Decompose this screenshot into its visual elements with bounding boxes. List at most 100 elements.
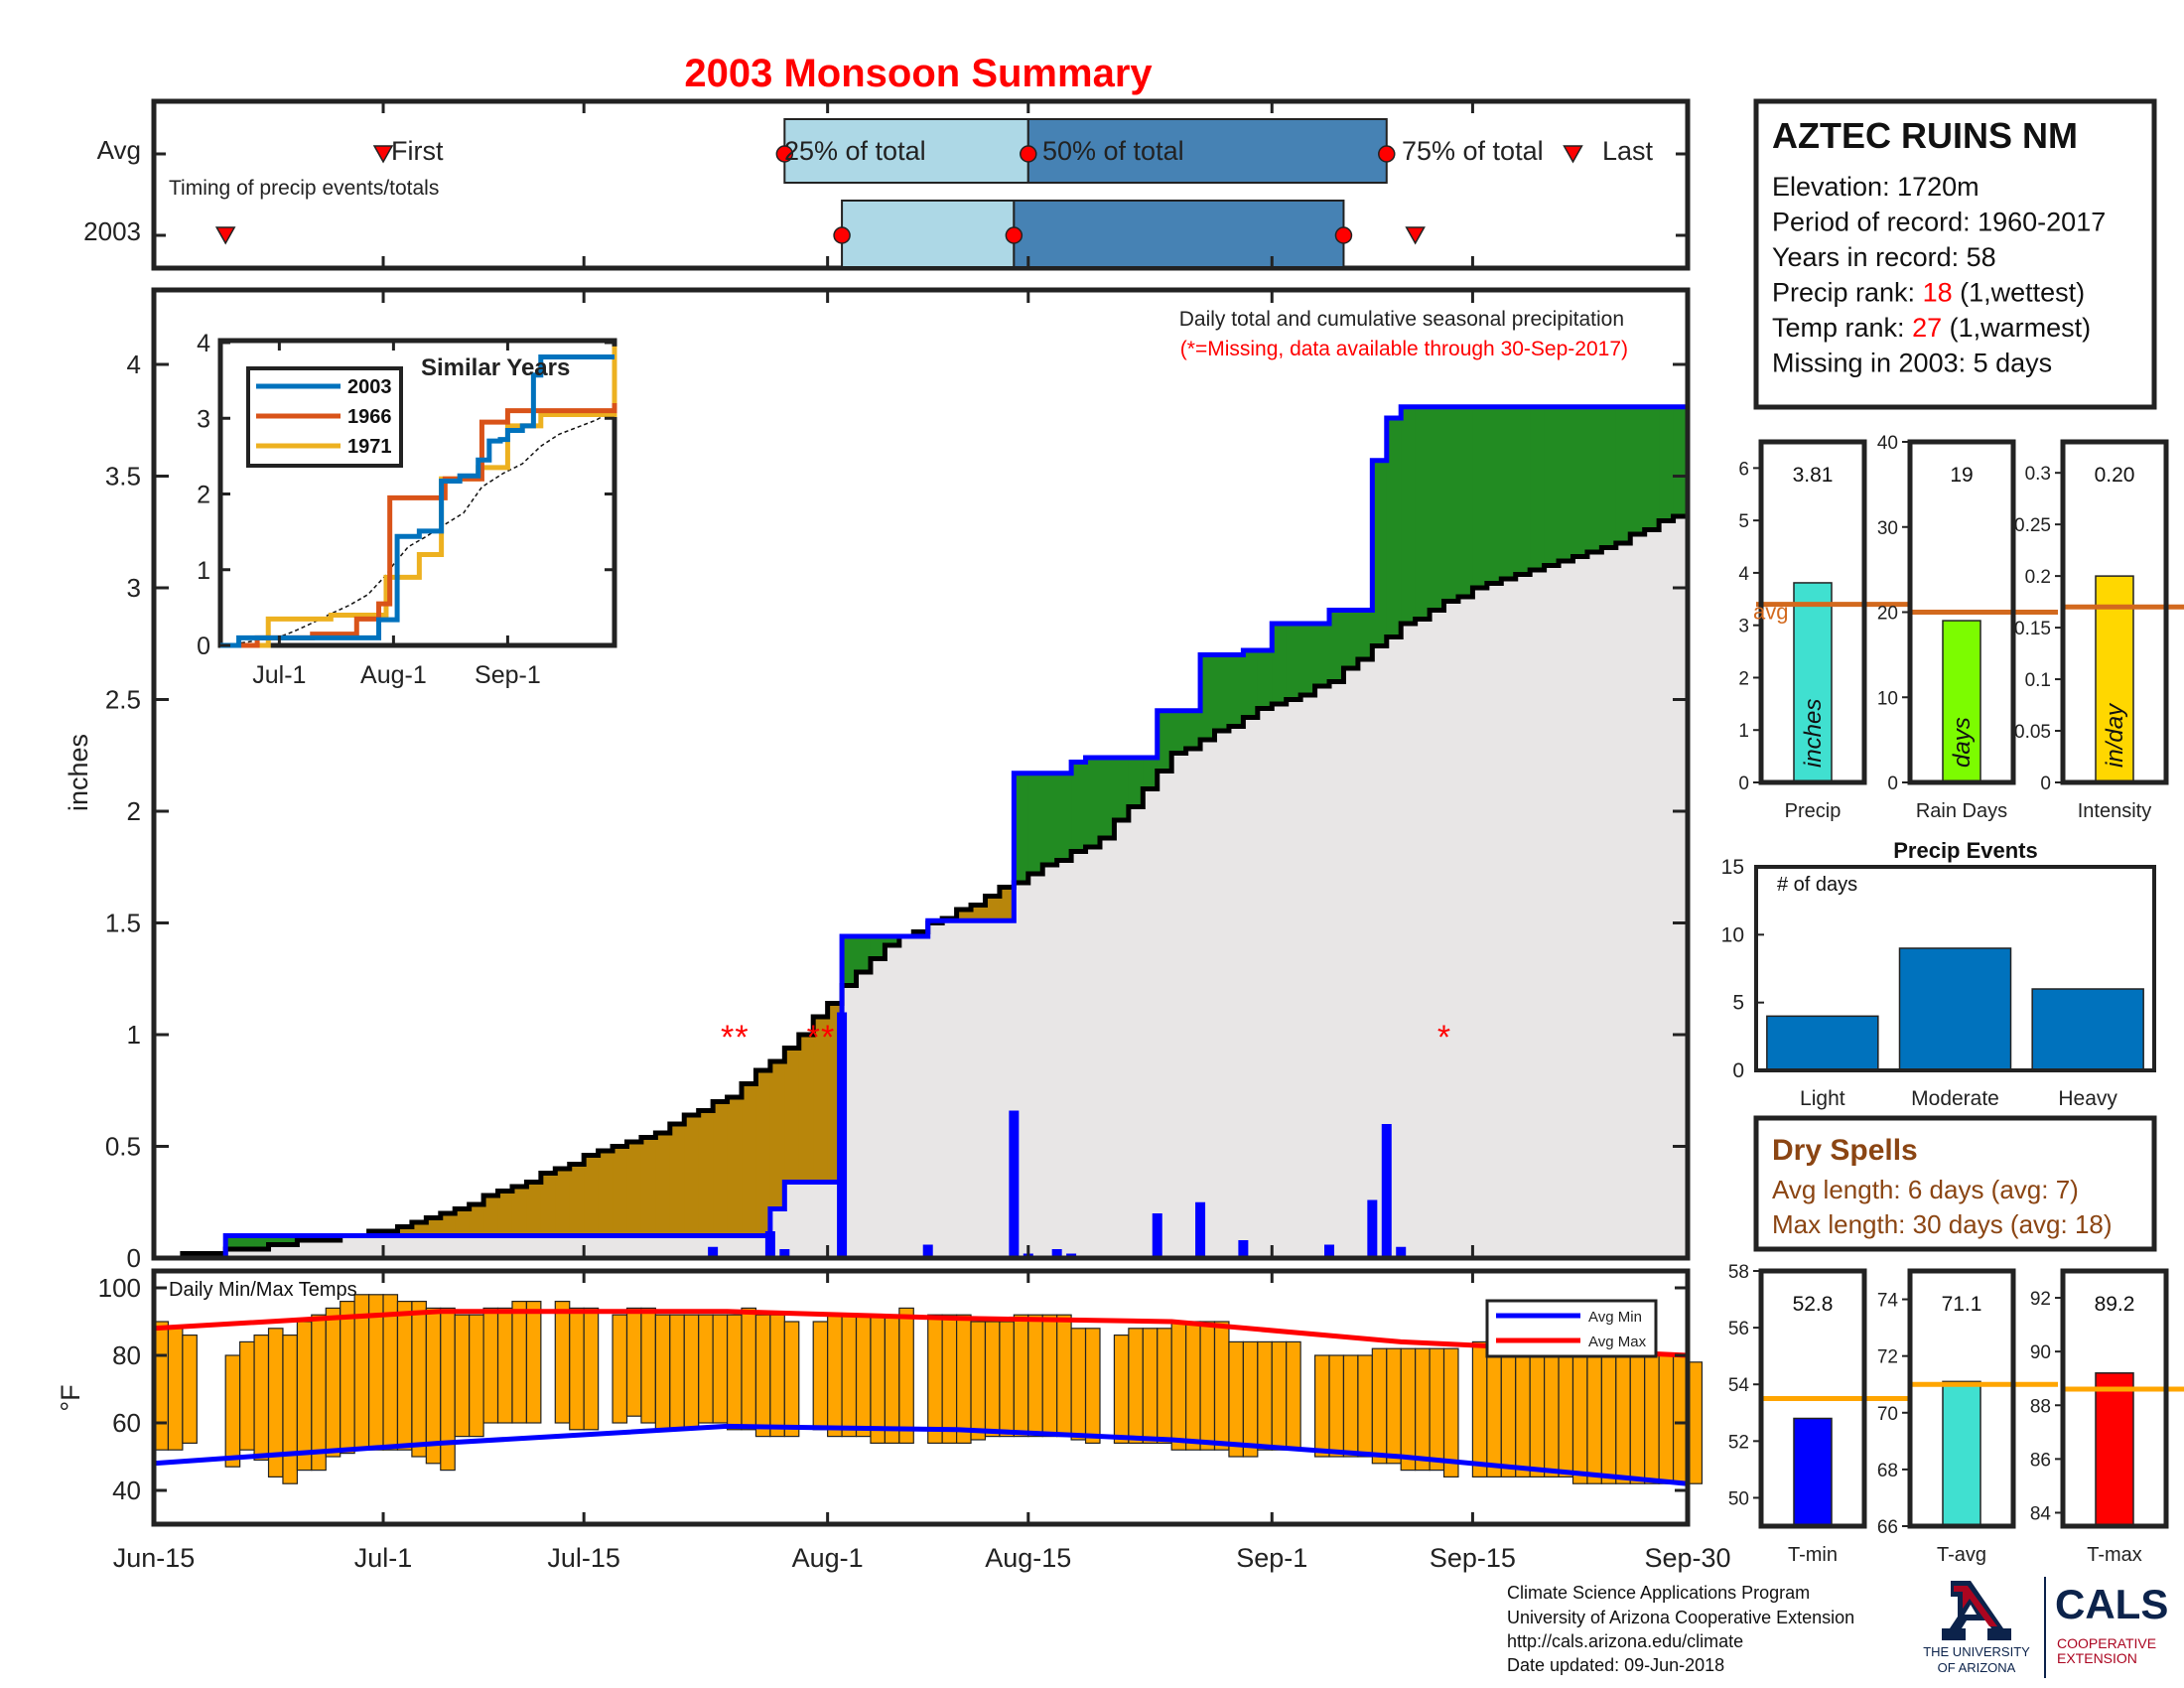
temp-range-bar [396,1300,413,1451]
temp-range-bar [1342,1354,1359,1458]
event-ytick-label: 15 [1721,856,1744,879]
precip-deficit-segment [813,1017,829,1183]
stat-tick-label: 56 [1728,1319,1749,1339]
precip-surplus-segment [1443,406,1459,602]
temp-range-bar [525,1300,542,1424]
precip-missing-note: (*=Missing, data available through 30-Se… [1180,338,1628,360]
temp-range-bar [1415,1347,1431,1472]
date-tick-label: Jul-1 [354,1543,413,1573]
stat-tick-label: 40 [1877,433,1898,454]
daily-precip-bar [1009,1110,1020,1258]
temp-range-bar [1213,1321,1230,1451]
station-line: Missing in 2003: 5 days [1772,349,2052,378]
temp-range-bar [511,1300,528,1424]
precip-surplus-segment [1357,610,1373,659]
precip-deficit-segment [999,887,1015,921]
station-line-label: Years in record: [1772,242,1967,272]
stat-tick-label: 68 [1877,1461,1898,1481]
precip-surplus-segment [1515,406,1531,575]
daily-precip-bar [1367,1199,1378,1258]
stat-tick-label: 72 [1877,1347,1898,1368]
precip-ytick-label: 4 [127,350,141,379]
station-line: Years in record: 58 [1772,242,1996,272]
missing-marker: * [1437,1019,1450,1056]
precip-ytick-label: 1.5 [105,909,141,938]
stat-tick-label: 86 [2030,1450,2051,1471]
date-tick-label: Aug-1 [792,1543,864,1573]
temp-range-bar [1199,1321,1216,1451]
precip-surplus-segment [1014,773,1029,883]
event-ytick-label: 10 [1721,923,1744,946]
stat-tick-label: 92 [2030,1289,2051,1310]
temp-range-bar [1027,1314,1043,1438]
stat-category-label: Intensity [2078,800,2151,822]
precip-deficit-segment [598,1151,614,1236]
avg-max-line [153,1309,1689,1358]
stat-tick-label: 0.2 [2025,567,2051,588]
precip-ytick-label: 1 [127,1020,141,1050]
inset-avg-dashed [219,408,615,646]
stat-panel-frame [1758,439,1867,785]
precip-deficit-segment [511,1187,527,1236]
stat-tick-label: 90 [2030,1342,2051,1363]
timing-panel: Avg 2003 Timing of precip events/totals … [83,98,1691,271]
precip-deficit-segment [698,1110,714,1236]
temp-range-bar [440,1307,456,1472]
precip-surplus-segment [1128,758,1144,807]
temp-range-bar [1442,1347,1459,1477]
timing-row-label-avg: Avg [97,135,141,165]
precip-deficit-segment [769,1061,785,1209]
inset-line-2003 [220,353,614,648]
temp-range-bar [1070,1328,1087,1441]
precip-surplus-segment [1615,406,1631,543]
precip-surplus-segment [1286,624,1301,700]
precip-surplus-segment [1372,460,1388,646]
temp-range-bar [812,1321,829,1431]
precip-surplus-segment [1430,406,1445,611]
stat-value-label: 19 [1950,464,1973,487]
precip-ytick-label: 2 [127,796,141,826]
temp-range-bar [1500,1347,1517,1477]
temp-range-bar [955,1314,972,1444]
timing-p25-label: 25% of total [784,136,926,166]
legend-avg-max-label: Avg Max [1588,1334,1647,1350]
precip-surplus-segment [1659,406,1675,521]
precip-surplus-segment [1401,406,1417,624]
station-line-rest: (1,warmest) [1942,313,2091,343]
precip-surplus-segment [1300,624,1316,695]
temp-range-bar [1471,1340,1488,1478]
temp-range-bar [927,1314,943,1444]
stat-tick-label: 0.25 [2014,515,2051,536]
temp-range-bar [1644,1354,1660,1484]
stat-tick-label: 30 [1877,518,1898,539]
event-category-label: Moderate [1911,1087,1999,1110]
precip-surplus-segment [870,936,886,959]
daily-precip-bar [922,1244,933,1258]
stat-unit-label: in/day [2102,702,2128,768]
missing-marker: * [721,1019,734,1056]
figure-title: 2003 Monsoon Summary [684,52,1153,95]
temp-range-bar [1128,1328,1144,1445]
temp-range-bar [1658,1354,1675,1484]
stat-value-bar [2095,1372,2134,1527]
temp-range-bar [382,1294,399,1451]
inset-ytick-label: 1 [197,557,210,585]
precip-surplus-segment [239,1235,255,1249]
precip-surplus-segment [1572,406,1588,557]
events-frame [1754,865,2156,1072]
temp-range-bar [654,1314,671,1431]
station-line: Period of record: 1960-2017 [1772,208,2106,237]
station-name: AZTEC RUINS NM [1772,115,2078,156]
stat-panel-t-min: 52.8 50 52 54 56 58 T-min [1728,1262,1909,1566]
legend-avg-min-label: Avg Min [1588,1309,1642,1326]
precip-surplus-segment [1243,650,1259,718]
temp-range-bar [1571,1347,1588,1484]
stat-tick-label: 6 [1738,459,1749,480]
missing-marker: * [735,1019,748,1056]
stat-value-label: 71.1 [1942,1293,1982,1316]
precip-ytick-label: 2.5 [105,685,141,715]
daily-precip-bar [1152,1213,1162,1258]
daily-precip-bar [1238,1240,1249,1258]
stat-avg-label: avg [1753,600,1788,625]
stat-tick-label: 5 [1738,511,1749,532]
